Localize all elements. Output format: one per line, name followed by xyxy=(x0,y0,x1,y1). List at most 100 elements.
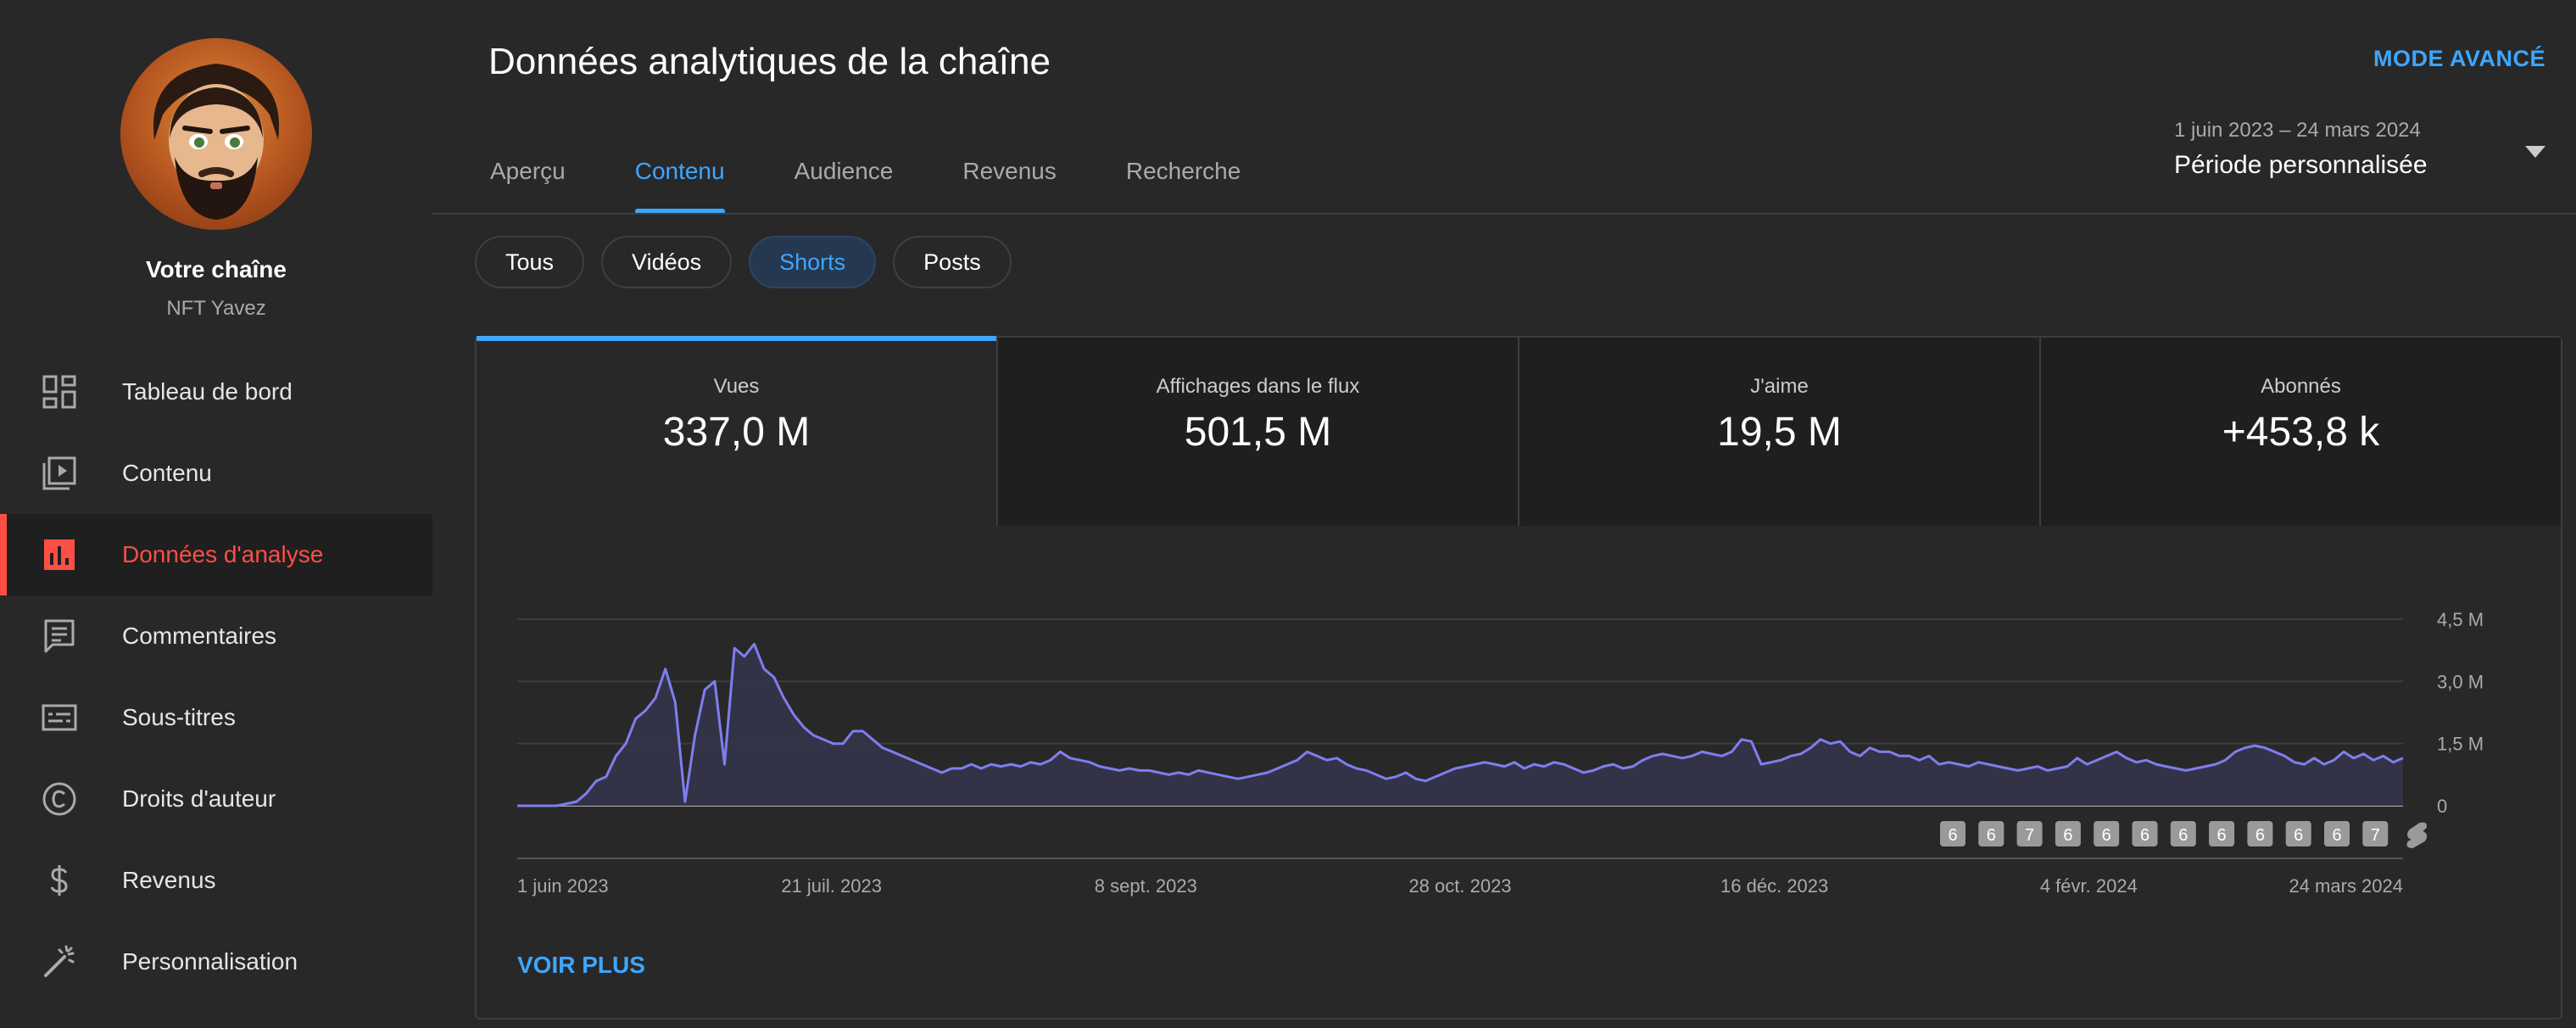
upload-marker xyxy=(2247,821,2273,846)
sidebar-item-comments[interactable]: Commentaires xyxy=(0,595,432,677)
upload-marker xyxy=(1940,821,1965,846)
dashboard-icon xyxy=(42,375,76,409)
sidebar-item-subtitles[interactable]: Sous-titres xyxy=(0,677,432,758)
upload-marker xyxy=(2016,821,2043,846)
upload-marker-label: 6 xyxy=(2294,826,2303,845)
upload-marker xyxy=(2094,821,2120,846)
sidebar-item-label: Sous-titres xyxy=(122,704,236,730)
upload-marker-label: 6 xyxy=(2178,826,2188,845)
content-type-filters: Tous Vidéos Shorts Posts xyxy=(475,236,1029,288)
tab-revenue[interactable]: Revenus xyxy=(962,158,1057,184)
analytics-tabs: Aperçu Contenu Audience Revenus Recherch… xyxy=(490,136,1310,214)
filter-chip-shorts[interactable]: Shorts xyxy=(749,236,877,288)
upload-marker-label: 6 xyxy=(1987,826,1996,845)
sidebar: Votre chaîne NFT Yavez Tableau de bord C… xyxy=(0,0,432,1028)
x-tick-label: 16 déc. 2023 xyxy=(1720,875,1828,897)
upload-marker-label: 6 xyxy=(2063,826,2072,845)
filter-chip-posts[interactable]: Posts xyxy=(893,236,1012,288)
comments-icon xyxy=(44,619,75,653)
upload-marker-label: 7 xyxy=(2025,826,2034,845)
x-tick-label: 21 juil. 2023 xyxy=(781,875,882,897)
series-line xyxy=(517,642,2404,807)
tab-audience[interactable]: Audience xyxy=(794,158,894,184)
sidebar-item-dashboard[interactable]: Tableau de bord xyxy=(0,351,432,433)
upload-marker xyxy=(2324,821,2350,846)
upload-marker-label: 6 xyxy=(2255,826,2265,845)
upload-marker-label: 6 xyxy=(2332,826,2341,845)
avatar-illustration xyxy=(153,64,280,220)
upload-marker-label: 7 xyxy=(2371,826,2380,845)
upload-marker xyxy=(2209,821,2235,846)
y-tick-label: 0 xyxy=(2437,796,2447,817)
metric-label: Vues xyxy=(713,375,760,398)
upload-marker xyxy=(1978,821,2004,846)
advanced-mode-button[interactable]: MODE AVANCÉ xyxy=(2372,46,2545,71)
views-chart[interactable]: 0 1,5 M 3,0 M 4,5 M 1 juin 2023 21 juil. 2023… xyxy=(477,526,2561,933)
y-tick-label: 1,5 M xyxy=(2437,734,2484,755)
x-tick-label: 1 juin 2023 xyxy=(517,875,609,897)
tab-content[interactable]: Contenu xyxy=(634,136,725,214)
y-tick-label: 4,5 M xyxy=(2437,609,2484,630)
metric-value: 501,5 M xyxy=(1184,410,1332,455)
metric-label: Abonnés xyxy=(2261,375,2341,398)
sidebar-item-label: Personnalisation xyxy=(122,948,298,975)
metric-value: +453,8 k xyxy=(2222,410,2380,455)
filter-chip-videos[interactable]: Vidéos xyxy=(601,236,733,288)
magic-wand-icon xyxy=(44,945,75,977)
tab-overview[interactable]: Aperçu xyxy=(490,158,566,184)
upload-marker-label: 6 xyxy=(2217,826,2227,845)
upload-marker-label: 6 xyxy=(2140,826,2149,845)
see-more-button[interactable]: VOIR PLUS xyxy=(517,952,645,978)
upload-marker xyxy=(2362,821,2389,846)
sidebar-item-revenue[interactable]: Revenus xyxy=(0,840,432,921)
x-tick-label: 4 févr. 2024 xyxy=(2040,875,2138,897)
metric-tabs: Vues 337,0 M Affichages dans le flux 501… xyxy=(477,336,2561,526)
sidebar-nav: Tableau de bord Contenu Données d'analys… xyxy=(0,351,432,1003)
chevron-down-icon[interactable] xyxy=(2525,146,2545,158)
metric-value: 337,0 M xyxy=(662,410,811,455)
sidebar-item-label: Droits d'auteur xyxy=(122,785,276,812)
y-tick-label: 3,0 M xyxy=(2437,671,2484,692)
channel-title: Votre chaîne xyxy=(146,256,287,282)
dollar-icon xyxy=(50,865,68,896)
metric-likes[interactable]: J'aime 19,5 M xyxy=(1518,338,2039,526)
upload-marker-label: 6 xyxy=(1948,826,1957,845)
x-tick-label: 24 mars 2024 xyxy=(2289,875,2403,897)
avatar[interactable] xyxy=(120,38,312,230)
analytics-icon xyxy=(44,539,75,570)
page-title: Données analytiques de la chaîne xyxy=(488,41,1051,82)
analytics-card: Vues 337,0 M Affichages dans le flux 501… xyxy=(475,336,2562,1020)
upload-marker-label: 6 xyxy=(2102,826,2111,845)
sidebar-item-analytics[interactable]: Données d'analyse xyxy=(0,514,432,595)
upload-marker xyxy=(2055,821,2081,846)
header-divider xyxy=(432,213,2576,215)
date-range: 1 juin 2023 – 24 mars 2024 xyxy=(2174,119,2421,142)
channel-name: NFT Yavez xyxy=(166,297,266,320)
filter-chip-all[interactable]: Tous xyxy=(475,236,585,288)
sidebar-item-content[interactable]: Contenu xyxy=(0,433,432,514)
sidebar-item-label: Revenus xyxy=(122,867,216,893)
shorts-icon[interactable] xyxy=(2406,822,2428,848)
period-selector[interactable]: Période personnalisée xyxy=(2174,151,2428,179)
x-tick-label: 8 sept. 2023 xyxy=(1095,875,1197,897)
metric-subscribers[interactable]: Abonnés +453,8 k xyxy=(2039,338,2561,526)
sidebar-item-label: Contenu xyxy=(122,460,212,486)
sidebar-item-label: Commentaires xyxy=(122,623,277,649)
sidebar-item-label: Données d'analyse xyxy=(122,541,324,567)
subtitles-icon xyxy=(42,704,77,731)
metric-feed-impressions[interactable]: Affichages dans le flux 501,5 M xyxy=(996,338,1518,526)
sidebar-item-copyright[interactable]: Droits d'auteur xyxy=(0,758,432,840)
upload-marker xyxy=(2132,821,2158,846)
metric-label: Affichages dans le flux xyxy=(1156,375,1360,398)
metric-views[interactable]: Vues 337,0 M xyxy=(477,336,996,526)
upload-marker xyxy=(2170,821,2196,846)
sidebar-item-label: Tableau de bord xyxy=(122,378,293,405)
tab-research[interactable]: Recherche xyxy=(1125,158,1241,184)
metric-value: 19,5 M xyxy=(1717,410,1842,455)
sidebar-item-customization[interactable]: Personnalisation xyxy=(0,921,432,1003)
copyright-icon xyxy=(42,782,76,816)
area-fill xyxy=(517,644,2403,806)
metric-label: J'aime xyxy=(1750,375,1809,398)
content-icon xyxy=(42,456,76,490)
x-tick-label: 28 oct. 2023 xyxy=(1408,875,1511,897)
